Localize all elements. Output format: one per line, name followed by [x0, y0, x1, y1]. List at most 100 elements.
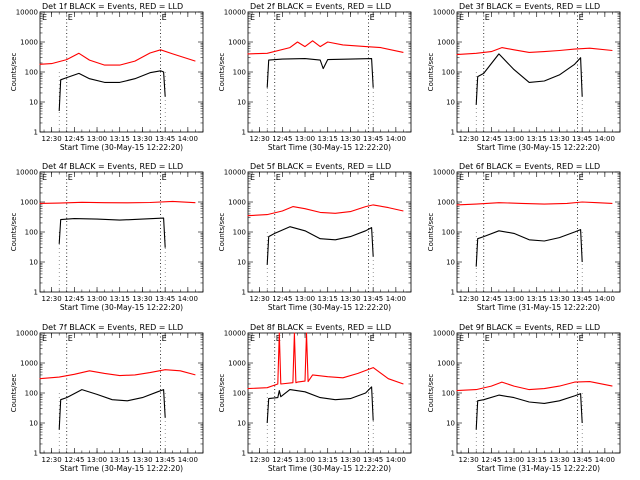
- plot-frame: [456, 171, 621, 293]
- y-tick-label: 10: [237, 99, 246, 107]
- x-tick-label: 13:15: [527, 456, 547, 464]
- x-tick-label: 13:00: [504, 456, 524, 464]
- x-tick-label: 13:15: [318, 295, 338, 303]
- lld-series-line: [39, 369, 196, 380]
- x-tick-label: 13:45: [155, 135, 175, 143]
- marker-flag: E: [162, 334, 167, 343]
- marker-flag: E: [250, 13, 255, 22]
- x-tick-label: 13:30: [132, 295, 152, 303]
- plot-title: Det 9f BLACK = Events, RED = LLD: [459, 323, 600, 332]
- plot-panel-8: Det 8f BLACK = Events, RED = LLD 1 10 100 10…: [218, 323, 412, 473]
- y-axis-label: Counts/sec: [427, 213, 435, 252]
- x-tick-label: 13:45: [572, 135, 592, 143]
- plot-panel-1: Det 1f BLACK = Events, RED = LLD 1 10 100 10…: [10, 2, 204, 152]
- events-series-line: [266, 226, 374, 265]
- x-tick-label: 14:00: [178, 295, 198, 303]
- plot-title: Det 5f BLACK = Events, RED = LLD: [250, 162, 391, 171]
- y-tick-label: 10000: [433, 169, 455, 177]
- x-tick-label: 14:00: [595, 295, 615, 303]
- marker-flag: E: [579, 173, 584, 182]
- y-tick-label: 1000: [20, 199, 38, 207]
- y-tick-label: 10000: [224, 169, 246, 177]
- x-tick-label: 12:30: [250, 456, 270, 464]
- plot-title: Det 6f BLACK = Events, RED = LLD: [459, 162, 600, 171]
- plot-frame: [39, 332, 204, 454]
- events-series-line: [266, 58, 374, 88]
- marker-flag: E: [459, 173, 464, 182]
- x-tick-label: 13:00: [87, 456, 107, 464]
- x-tick-label: 12:30: [42, 135, 62, 143]
- y-tick-label: 10000: [224, 330, 246, 338]
- marker-flag: E: [68, 334, 73, 343]
- lld-series-line: [247, 40, 404, 55]
- y-tick-label: 1: [34, 129, 38, 137]
- lld-series-line: [39, 200, 196, 204]
- marker-flag: E: [42, 13, 47, 22]
- x-axis-label: Start Time (30-May-15 12:22:20): [60, 303, 183, 312]
- y-tick-label: 10: [29, 99, 38, 107]
- lld-series-line: [456, 47, 613, 56]
- y-tick-label: 100: [442, 390, 455, 398]
- x-tick-label: 13:45: [363, 295, 383, 303]
- y-tick-label: 1: [242, 450, 246, 458]
- x-tick-label: 13:00: [295, 135, 315, 143]
- plot-panel-7: Det 7f BLACK = Events, RED = LLD 1 10 100 10…: [10, 323, 204, 473]
- plot-frame: [456, 11, 621, 133]
- y-tick-label: 10000: [433, 330, 455, 338]
- x-tick-label: 14:00: [386, 456, 406, 464]
- events-series-line: [475, 53, 583, 105]
- y-axis-label: Counts/sec: [10, 53, 18, 92]
- x-axis-label: Start Time (30-May-15 12:22:20): [268, 303, 391, 312]
- events-series-line: [475, 229, 583, 267]
- plot-title: Det 7f BLACK = Events, RED = LLD: [42, 323, 183, 332]
- y-tick-label: 10000: [16, 169, 38, 177]
- marker-flag: E: [485, 13, 490, 22]
- x-tick-label: 13:15: [527, 135, 547, 143]
- x-tick-label: 13:15: [110, 456, 130, 464]
- lld-series-line: [247, 332, 404, 390]
- x-tick-label: 12:30: [250, 295, 270, 303]
- x-axis-label: Start Time (30-May-15 12:22:20): [268, 464, 391, 473]
- lld-series-line: [39, 49, 196, 66]
- x-tick-label: 13:30: [549, 456, 569, 464]
- lld-series-line: [456, 201, 613, 206]
- y-tick-label: 100: [233, 390, 246, 398]
- plot-frame: [39, 171, 204, 293]
- x-tick-label: 13:30: [132, 135, 152, 143]
- marker-flag: E: [370, 13, 375, 22]
- marker-flag: E: [579, 13, 584, 22]
- x-tick-label: 13:00: [295, 456, 315, 464]
- x-tick-label: 13:30: [340, 456, 360, 464]
- x-tick-label: 13:15: [110, 135, 130, 143]
- y-axis-label: Counts/sec: [218, 53, 226, 92]
- plot-frame: [456, 332, 621, 454]
- y-tick-label: 10: [237, 420, 246, 428]
- marker-flag: E: [579, 334, 584, 343]
- y-tick-label: 100: [25, 69, 38, 77]
- x-tick-label: 14:00: [595, 135, 615, 143]
- x-tick-label: 12:30: [459, 295, 479, 303]
- x-tick-label: 12:30: [250, 135, 270, 143]
- y-tick-label: 10000: [16, 9, 38, 17]
- x-tick-label: 12:30: [459, 135, 479, 143]
- marker-flag: E: [162, 173, 167, 182]
- plot-frame: [39, 11, 204, 133]
- x-tick-label: 12:30: [42, 295, 62, 303]
- y-tick-label: 10: [29, 259, 38, 267]
- marker-flag: E: [68, 13, 73, 22]
- x-tick-label: 13:45: [363, 135, 383, 143]
- y-tick-label: 100: [25, 229, 38, 237]
- marker-flag: E: [370, 173, 375, 182]
- plot-panel-6: Det 6f BLACK = Events, RED = LLD 1 10 100 10…: [427, 162, 621, 312]
- plot-frame: [247, 332, 412, 454]
- x-tick-label: 13:45: [363, 456, 383, 464]
- x-tick-label: 13:15: [318, 135, 338, 143]
- y-axis-label: Counts/sec: [10, 213, 18, 252]
- x-tick-label: 12:45: [64, 135, 84, 143]
- x-tick-label: 14:00: [386, 295, 406, 303]
- events-series-line: [58, 217, 166, 248]
- x-axis-label: Start Time (30-May-15 12:22:20): [60, 464, 183, 473]
- y-tick-label: 10: [237, 259, 246, 267]
- x-tick-label: 13:15: [318, 456, 338, 464]
